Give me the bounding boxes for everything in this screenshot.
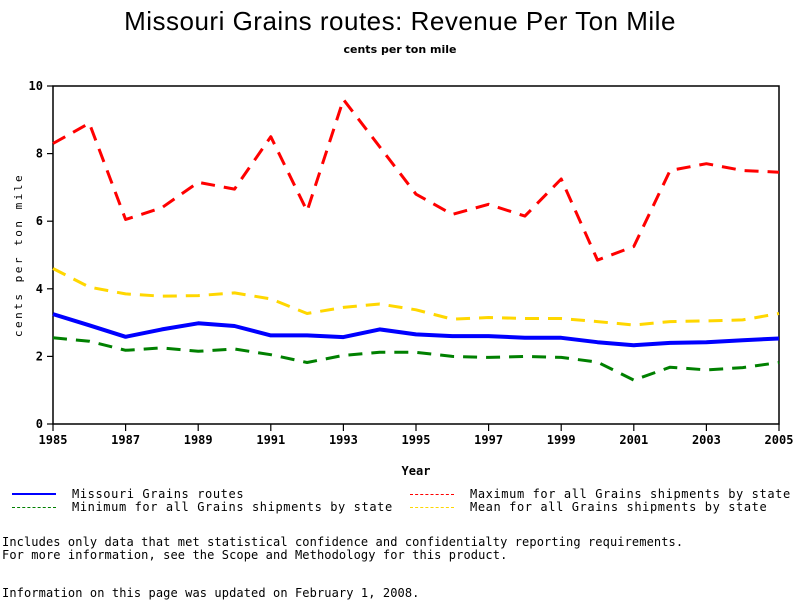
plot-area-frame — [52, 85, 780, 425]
legend-swatch-dashed-red — [410, 493, 454, 495]
series-line-mean — [52, 267, 780, 327]
x-tick-label: 2001 — [619, 433, 648, 447]
x-tick-label: 1991 — [256, 433, 285, 447]
x-tick-label: 1993 — [329, 433, 358, 447]
chart-subtitle: cents per ton mile — [343, 43, 457, 56]
x-tick-label: 1989 — [184, 433, 213, 447]
footnote-updated: Information on this page was updated on … — [2, 586, 420, 600]
series-line-maximum — [52, 98, 780, 262]
legend-swatch-solid-blue — [12, 493, 56, 495]
y-tick-label: 2 — [36, 349, 43, 363]
series-line-minimum — [52, 336, 780, 382]
x-tick-label: 2003 — [692, 433, 721, 447]
legend-label: Minimum for all Grains shipments by stat… — [72, 500, 393, 514]
x-tick-label: 1995 — [402, 433, 431, 447]
chart-title: Missouri Grains routes: Revenue Per Ton … — [124, 6, 676, 36]
footnote-methodology: For more information, see the Scope and … — [2, 548, 508, 562]
y-tick-label: 8 — [36, 147, 43, 161]
legend-swatch-dashed-green — [12, 506, 56, 508]
x-tick-label: 2005 — [765, 433, 794, 447]
legend-label: Missouri Grains routes — [72, 487, 245, 501]
x-tick-label: 1997 — [474, 433, 503, 447]
legend-item-missouri: Missouri Grains routes — [12, 487, 244, 501]
legend-item-mean: Mean for all Grains shipments by state — [410, 500, 767, 514]
y-tick-label: 0 — [36, 417, 43, 431]
series-line-missouri — [52, 312, 780, 348]
legend-item-maximum: Maximum for all Grains shipments by stat… — [410, 487, 791, 501]
x-tick-label: 1987 — [111, 433, 140, 447]
y-tick-label: 4 — [36, 282, 43, 296]
legend: Missouri Grains routes Maximum for all G… — [0, 486, 800, 518]
legend-item-minimum: Minimum for all Grains shipments by stat… — [12, 500, 393, 514]
x-tick-label: 1985 — [39, 433, 68, 447]
y-axis-title: cents per ton mile — [12, 173, 25, 337]
footnote-confidence: Includes only data that met statistical … — [2, 535, 684, 549]
legend-label: Maximum for all Grains shipments by stat… — [470, 487, 791, 501]
x-tick-label: 1999 — [547, 433, 576, 447]
legend-label: Mean for all Grains shipments by state — [470, 500, 768, 514]
legend-swatch-dashed-yellow — [410, 506, 454, 508]
x-axis-title: Year — [402, 464, 431, 478]
y-tick-label: 10 — [29, 79, 43, 93]
y-tick-label: 6 — [36, 214, 43, 228]
